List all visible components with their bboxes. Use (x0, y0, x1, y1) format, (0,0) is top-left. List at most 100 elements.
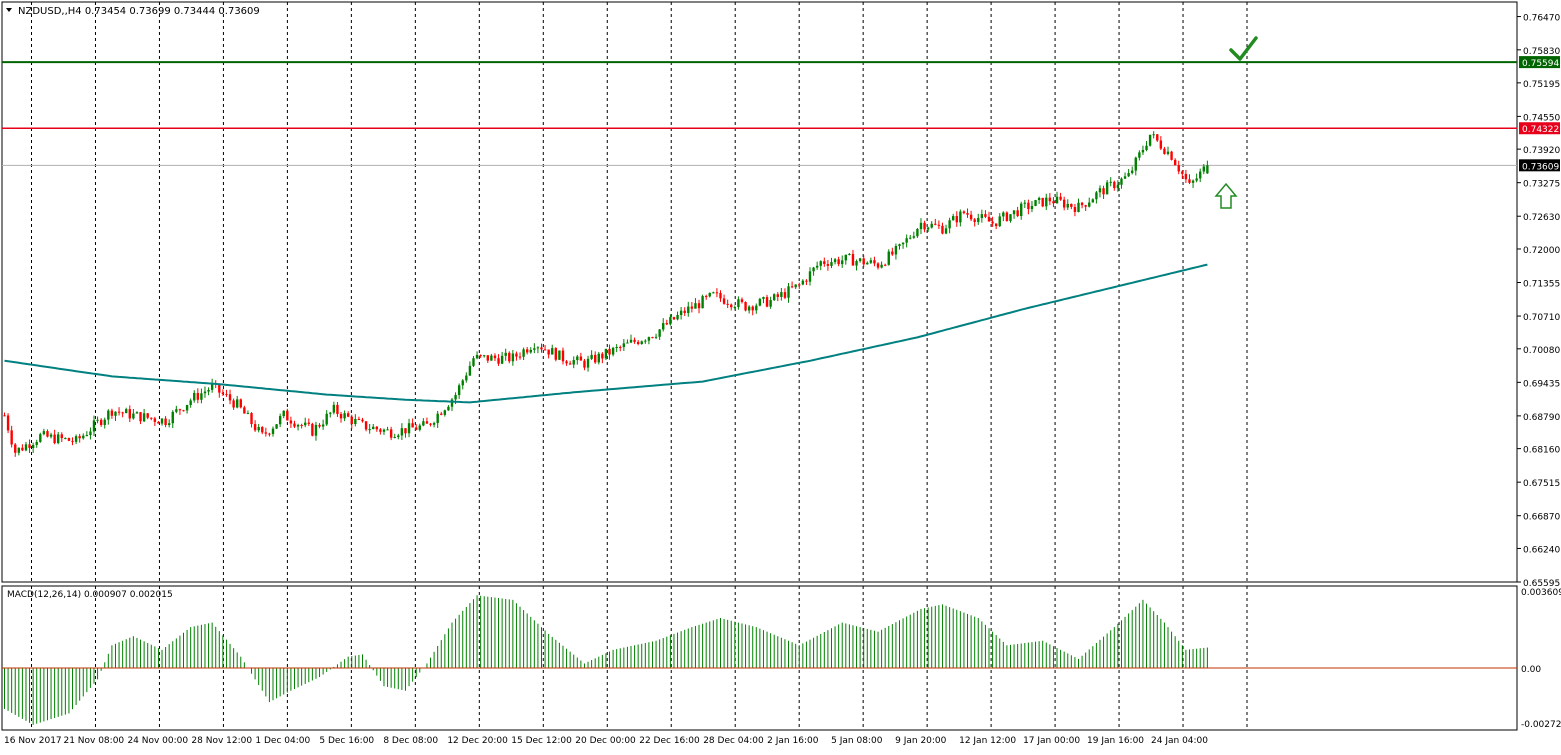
candle-body (998, 216, 1001, 227)
macd-tick-label: 0.003609 (1521, 588, 1561, 598)
candle-body (508, 352, 511, 362)
candle-body (662, 323, 665, 330)
candle-body (536, 347, 540, 349)
candle-body (415, 427, 418, 430)
level-labels: 0.74322 0.75594 0.73609 (1519, 56, 1560, 172)
candle-body (665, 323, 668, 325)
candle-body (128, 409, 131, 419)
candle-body (873, 260, 876, 264)
candle-body (357, 418, 361, 420)
candle-body (658, 329, 661, 337)
candle-body (1016, 210, 1019, 217)
candle-body (837, 259, 840, 265)
level-label-current: 0.73609 (1522, 162, 1559, 172)
candle-body (443, 410, 447, 415)
candle-body (160, 418, 164, 424)
candle-body (1195, 178, 1198, 181)
candle-body (171, 411, 174, 424)
candle-body (651, 337, 654, 339)
candle-body (1134, 157, 1137, 171)
candle-body (808, 271, 812, 282)
candle-body (99, 419, 103, 425)
candle-body (687, 306, 690, 314)
candle-body (236, 399, 239, 408)
candle-body (1073, 206, 1077, 212)
vertical-grid (31, 2, 1248, 582)
dropdown-triangle-icon[interactable] (6, 8, 12, 12)
candle-body (583, 360, 586, 368)
candle-body (561, 350, 565, 362)
candle-body (579, 356, 583, 361)
candle-body (1173, 159, 1177, 166)
candle-body (851, 253, 855, 266)
symbol-info: NZDUSD,,H4 0.73454 0.73699 0.73444 0.736… (18, 6, 260, 17)
price-tick-label: 0.70710 (1523, 313, 1560, 323)
candle-body (307, 422, 310, 424)
candle-body (608, 348, 611, 355)
time-axis: 16 Nov 2017 21 Nov 08:00 24 Nov 00:00 28 No… (4, 736, 1208, 746)
candle-body (397, 435, 400, 438)
macd-axis: 0.003609 0.00 -0.002728 (1521, 588, 1561, 730)
candle-body (941, 225, 944, 234)
candle-body (697, 303, 701, 309)
price-tick-label: 0.73920 (1523, 146, 1560, 156)
candle-body (196, 392, 200, 400)
candle-body (894, 245, 898, 255)
candle-body (1141, 149, 1145, 153)
candle-body (1095, 192, 1098, 200)
candle-body (708, 292, 711, 297)
candle-body (153, 418, 157, 422)
price-tick-label: 0.68790 (1523, 413, 1560, 423)
candle-body (461, 380, 464, 386)
macd-label: MACD(12,26,14) 0.000907 0.002015 (7, 590, 173, 600)
price-tick-label: 0.73275 (1523, 180, 1560, 190)
candle-body (483, 355, 486, 357)
candle-body (490, 355, 493, 361)
candle-body (594, 354, 597, 363)
candle-body (200, 393, 203, 400)
macd-vertical-grid (31, 586, 1248, 730)
macd-tick-label: 0.00 (1521, 665, 1541, 675)
candle-body (962, 211, 966, 214)
candle-body (1020, 203, 1023, 217)
candle-body (622, 343, 626, 348)
candle-body (554, 348, 558, 360)
candle-body (164, 418, 167, 426)
time-label: 20 Dec 00:00 (575, 736, 636, 746)
candle-body (1116, 184, 1120, 189)
candle-body (719, 292, 722, 299)
candle-body (848, 253, 851, 255)
candle-body (783, 292, 787, 298)
candle-body (332, 404, 336, 413)
candle-body (468, 365, 472, 376)
candle-body (278, 416, 282, 425)
candle-body (472, 358, 475, 366)
price-tick-label: 0.72000 (1523, 246, 1560, 256)
candle-body (905, 238, 908, 243)
candle-body (1055, 196, 1059, 204)
candle-body (994, 223, 998, 227)
candle-body (422, 421, 425, 426)
candle-body (207, 389, 210, 392)
candle-body (1034, 200, 1037, 206)
time-label: 5 Dec 16:00 (319, 736, 374, 746)
candle-body (82, 435, 85, 439)
candle-body (909, 237, 912, 239)
candle-body (923, 222, 926, 230)
candle-body (135, 412, 139, 414)
candle-body (1145, 145, 1148, 150)
candle-body (121, 412, 124, 414)
candle-body (493, 355, 497, 359)
candle-body (275, 424, 278, 429)
candle-body (1048, 197, 1052, 202)
candle-body (189, 400, 192, 405)
price-tick-label: 0.66240 (1523, 545, 1560, 555)
candle-body (1062, 199, 1066, 208)
candle-body (193, 392, 196, 401)
candle-body (683, 310, 686, 314)
candle-body (364, 421, 368, 430)
candle-body (773, 294, 776, 301)
candle-body (511, 353, 515, 362)
candle-body (1127, 173, 1130, 177)
